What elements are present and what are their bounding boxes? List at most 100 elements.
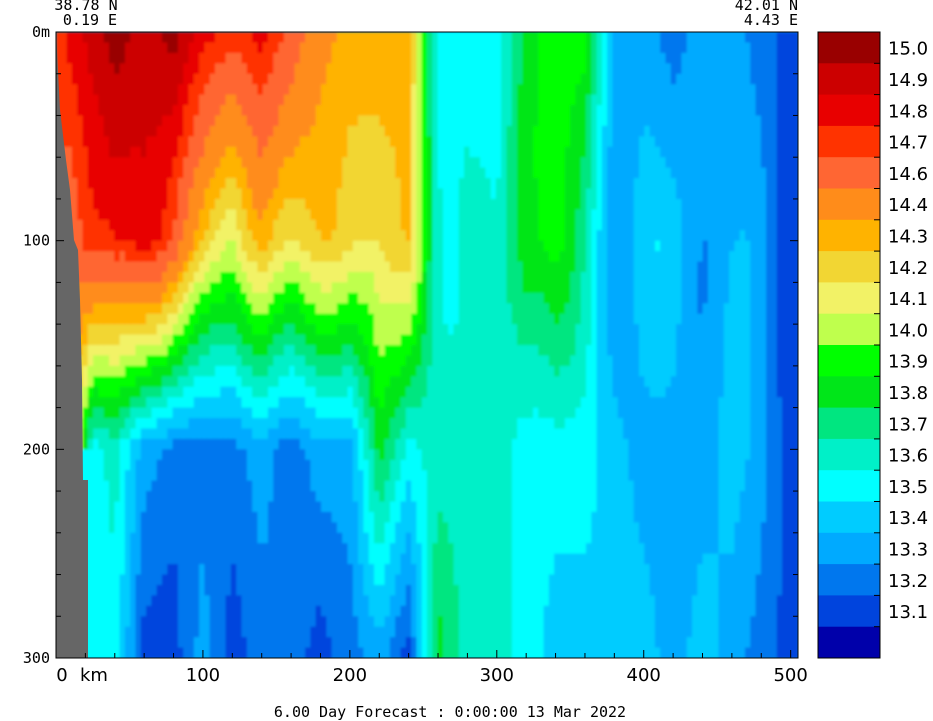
field-cell <box>352 271 359 283</box>
field-cell <box>379 345 386 357</box>
field-cell <box>289 292 296 304</box>
field-cell <box>188 428 195 440</box>
field-cell <box>326 136 333 148</box>
field-cell <box>416 386 423 398</box>
field-cell <box>474 84 481 96</box>
field-cell <box>82 240 89 252</box>
field-cell <box>188 292 195 304</box>
field-cell <box>379 564 386 576</box>
field-cell <box>289 188 296 200</box>
field-cell <box>464 574 470 586</box>
field-cell <box>220 240 227 252</box>
field-cell <box>172 345 179 357</box>
field-cell <box>209 198 216 210</box>
field-cell <box>299 219 306 231</box>
field-cell <box>252 209 258 221</box>
field-cell <box>294 511 301 523</box>
field-cell <box>225 480 232 492</box>
field-cell <box>230 105 237 117</box>
field-cell <box>103 647 110 658</box>
field-cell <box>458 543 465 555</box>
field-cell <box>305 532 311 544</box>
field-cell <box>93 584 99 596</box>
field-cell <box>193 230 200 242</box>
field-cell <box>183 532 190 544</box>
field-cell <box>257 532 264 544</box>
field-cell <box>379 188 386 200</box>
field-cell <box>458 480 465 492</box>
field-cell <box>156 365 163 377</box>
field-cell <box>336 271 343 283</box>
field-cell <box>114 209 121 221</box>
field-cell <box>458 407 465 419</box>
field-cell <box>464 32 470 44</box>
field-cell <box>326 438 333 450</box>
field-cell <box>146 616 152 628</box>
field-cell <box>294 84 301 96</box>
field-cell <box>305 251 311 263</box>
field-cell <box>215 511 221 523</box>
field-cell <box>395 313 402 325</box>
field-cell <box>453 438 460 450</box>
field-cell <box>432 219 439 231</box>
field-cell <box>124 480 131 492</box>
field-cell <box>437 418 444 430</box>
field-cell <box>501 115 508 127</box>
field-cell <box>87 553 94 565</box>
field-cell <box>432 282 439 294</box>
field-cell <box>453 313 460 325</box>
field-cell <box>474 595 481 607</box>
field-cell <box>252 282 258 294</box>
field-cell <box>252 407 258 419</box>
field-cell <box>93 491 99 503</box>
field-cell <box>389 251 396 263</box>
field-cell <box>278 84 285 96</box>
field-cell <box>273 209 280 221</box>
field-cell <box>167 376 174 388</box>
field-cell <box>193 292 200 304</box>
field-cell <box>257 219 264 231</box>
field-cell <box>98 313 105 325</box>
field-cell <box>336 198 343 210</box>
field-cell <box>172 136 179 148</box>
field-cell <box>230 637 237 649</box>
field-cell <box>474 605 481 617</box>
field-cell <box>262 178 269 190</box>
field-cell <box>315 522 322 534</box>
field-cell <box>448 324 455 336</box>
field-cell <box>432 355 439 367</box>
field-cell <box>188 240 195 252</box>
field-cell <box>199 63 205 75</box>
field-cell <box>268 73 274 85</box>
field-cell <box>193 365 200 377</box>
field-cell <box>66 84 73 96</box>
field-cell <box>480 480 486 492</box>
field-cell <box>368 647 375 658</box>
field-cell <box>109 240 115 252</box>
field-cell <box>405 94 412 106</box>
field-cell <box>283 616 290 628</box>
field-cell <box>124 42 131 54</box>
field-cell <box>236 251 243 263</box>
field-cell <box>162 334 168 346</box>
field-cell <box>331 418 338 430</box>
field-cell <box>109 136 115 148</box>
field-cell <box>230 574 237 586</box>
field-cell <box>230 178 237 190</box>
field-cell <box>352 574 359 586</box>
field-cell <box>310 386 317 398</box>
field-cell <box>400 355 407 367</box>
field-cell <box>458 115 465 127</box>
field-cell <box>448 459 455 471</box>
field-cell <box>321 84 327 96</box>
field-cell <box>321 105 327 117</box>
field-cell <box>109 386 115 398</box>
field-cell <box>257 167 264 179</box>
field-cell <box>395 355 402 367</box>
field-cell <box>305 313 311 325</box>
field-cell <box>246 94 253 106</box>
field-cell <box>252 303 258 315</box>
field-cell <box>177 418 184 430</box>
field-cell <box>389 532 396 544</box>
field-cell <box>379 418 386 430</box>
